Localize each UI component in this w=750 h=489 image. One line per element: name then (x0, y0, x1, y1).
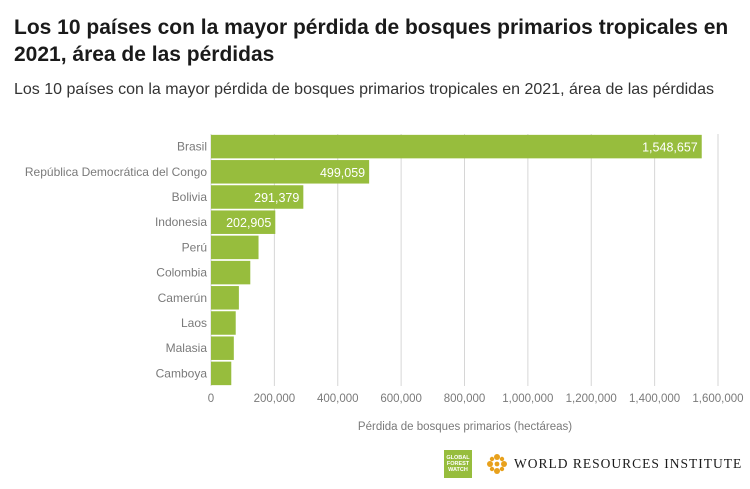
x-tick-label: 400,000 (317, 393, 359, 405)
category-label: Malasia (166, 341, 208, 355)
category-label: Colombia (156, 266, 207, 280)
bar (211, 210, 276, 234)
category-label: Perú (182, 240, 207, 254)
category-label: Camerún (158, 291, 207, 305)
data-label: 499,059 (320, 166, 365, 180)
wri-logo: WORLD RESOURCES INSTITUTE (486, 452, 742, 476)
category-label: Indonesia (155, 215, 207, 229)
chart-title: Los 10 países con la mayor pérdida de bo… (14, 16, 729, 66)
wri-logo-text: WORLD RESOURCES INSTITUTE (514, 456, 743, 471)
chart-subtitle: Los 10 países con la mayor pérdida de bo… (14, 81, 714, 98)
bar (211, 235, 259, 260)
category-label: Bolivia (172, 190, 208, 204)
wri-emblem-icon (487, 454, 507, 474)
bar (211, 336, 234, 360)
bar (211, 185, 304, 209)
data-label: 202,905 (226, 216, 271, 230)
global-forest-watch-logo: GLOBAL FOREST WATCH (444, 450, 472, 478)
x-axis-title: Pérdida de bosques primarios (hectáreas) (358, 421, 572, 433)
bar (211, 311, 236, 335)
category-label: Laos (181, 316, 207, 330)
data-label: 291,379 (254, 191, 299, 205)
gfw-logo-line: FOREST (446, 461, 470, 467)
labels: 0 200,000 400,000 600,000 800,000 1,000,000 1,… (25, 140, 744, 405)
bars (211, 134, 702, 386)
gfw-logo-line: GLOBAL (446, 455, 470, 461)
x-tick-label: 1,000,000 (502, 393, 553, 405)
x-tick-label: 1,600,000 (692, 393, 743, 405)
x-tick-label: 1,200,000 (566, 393, 617, 405)
bar (211, 160, 370, 184)
bar (211, 361, 232, 386)
x-tick-label: 800,000 (444, 393, 486, 405)
x-tick-label: 600,000 (380, 393, 422, 405)
x-tick-label: 200,000 (254, 393, 296, 405)
data-label: 1,548,657 (642, 141, 698, 155)
gfw-logo-line: WATCH (448, 467, 468, 473)
bar (211, 134, 702, 159)
bar (211, 260, 251, 285)
x-tick-label: 1,400,000 (629, 393, 680, 405)
category-label: Camboya (156, 366, 208, 380)
category-label: República Democrática del Congo (25, 165, 207, 179)
category-label: Brasil (177, 140, 207, 154)
x-tick-label: 0 (208, 393, 214, 405)
bar (211, 286, 239, 310)
